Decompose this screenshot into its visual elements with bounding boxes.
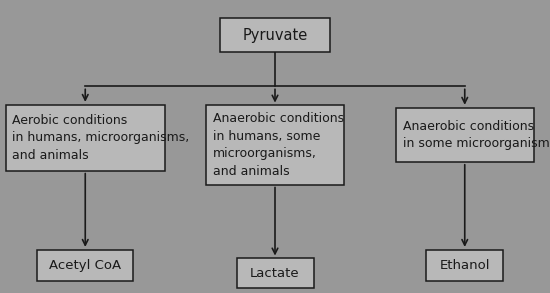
Text: Anaerobic conditions
in humans, some
microorganisms,
and animals: Anaerobic conditions in humans, some mic… xyxy=(213,112,344,178)
FancyBboxPatch shape xyxy=(236,258,314,288)
Text: Pyruvate: Pyruvate xyxy=(243,28,307,43)
Text: Anaerobic conditions
in some microorganisms: Anaerobic conditions in some microorgani… xyxy=(403,120,550,150)
Text: Aerobic conditions
in humans, microorganisms,
and animals: Aerobic conditions in humans, microorgan… xyxy=(12,114,189,162)
FancyBboxPatch shape xyxy=(220,18,330,52)
Text: Lactate: Lactate xyxy=(250,267,300,280)
FancyBboxPatch shape xyxy=(396,108,534,162)
FancyBboxPatch shape xyxy=(37,250,133,281)
Text: Acetyl CoA: Acetyl CoA xyxy=(49,259,122,272)
FancyBboxPatch shape xyxy=(206,105,344,185)
FancyBboxPatch shape xyxy=(6,105,165,171)
Text: Ethanol: Ethanol xyxy=(439,259,490,272)
FancyBboxPatch shape xyxy=(426,250,503,281)
